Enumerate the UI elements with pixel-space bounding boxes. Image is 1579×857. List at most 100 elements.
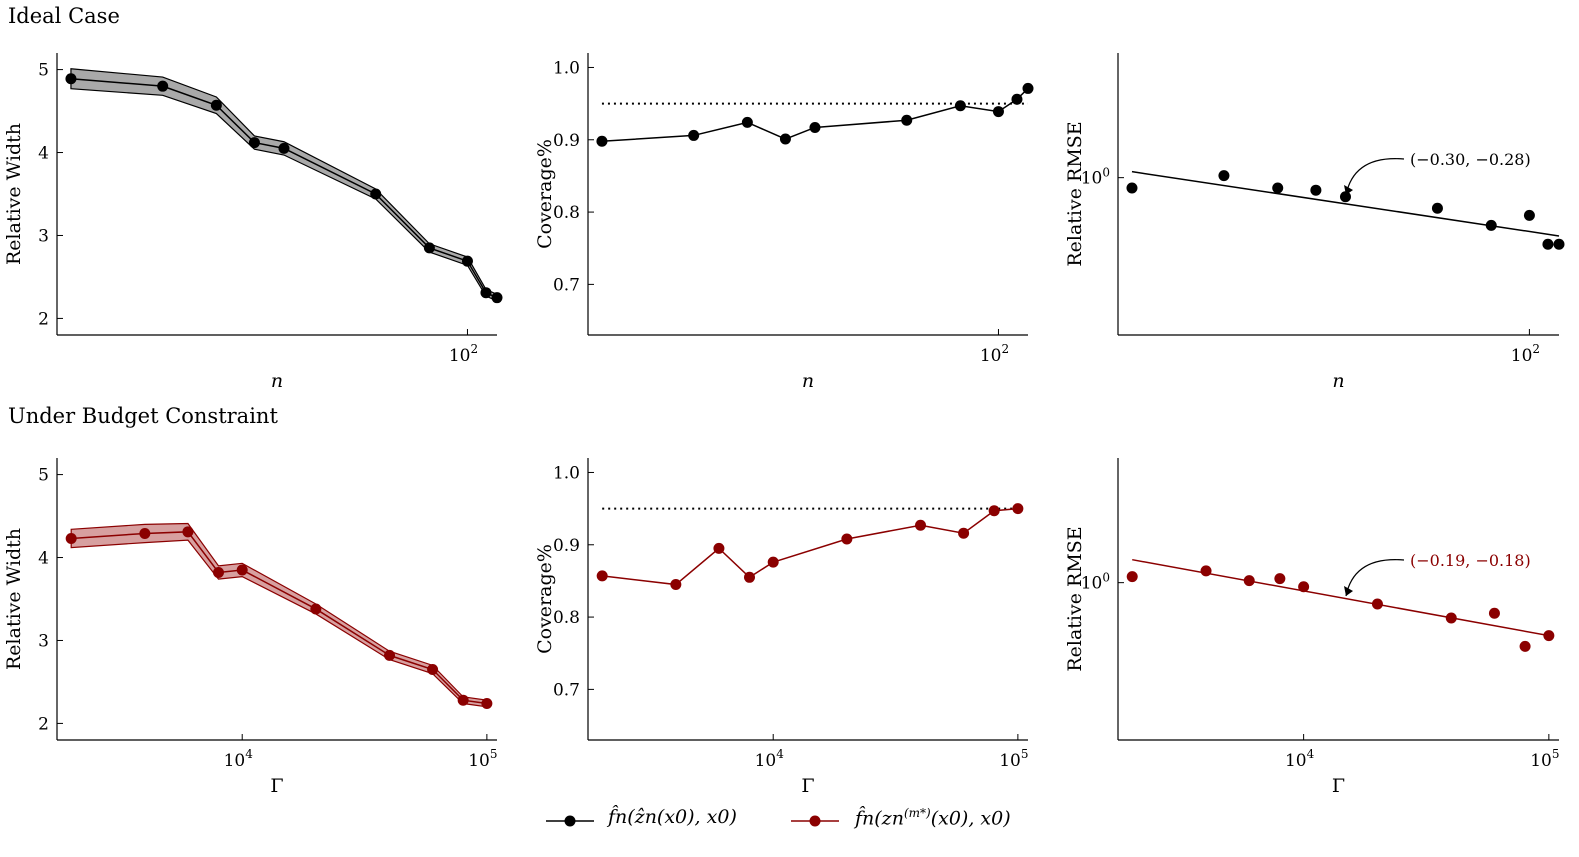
data-point (1274, 573, 1286, 585)
annotation-arrow (1345, 158, 1405, 196)
confidence-band (70, 68, 498, 302)
slope-annotation: (−0.30, −0.28) (1410, 150, 1531, 169)
y-tick-label: 1.0 (553, 463, 580, 483)
data-point (1523, 209, 1535, 221)
data-point (915, 519, 927, 531)
data-point (1012, 503, 1024, 515)
chart-bottom-coverage: 0.7 0.8 0.9 1.0 104 105 Γ Coverage% (534, 458, 1029, 797)
y-tick-label: 100 (1081, 166, 1110, 189)
data-point (670, 579, 682, 591)
x-tick-label: 102 (980, 342, 1009, 366)
data-point (427, 664, 439, 675)
chart-bottom-rmse: 100 104 105 Γ Relative RMSE (−0.19, −0.18) (1064, 458, 1559, 797)
legend-label-red: f̂n(zn(m*)(x0), x0) (855, 806, 1011, 830)
fit-line (1132, 558, 1549, 637)
data-point (1543, 630, 1555, 642)
data-point (157, 80, 169, 92)
data-point (1011, 93, 1023, 105)
series-line (71, 531, 487, 705)
series-line (601, 87, 1029, 142)
data-point (1542, 238, 1554, 250)
row-title-ideal-case: Ideal Case (8, 4, 120, 28)
data-point (743, 571, 755, 583)
series-line (602, 507, 1018, 586)
data-point (384, 649, 396, 661)
data-point (457, 694, 469, 706)
data-point (491, 292, 503, 304)
data-point (809, 121, 821, 133)
chart-top-width: 2 3 4 5 102 n Relative Width (3, 53, 503, 392)
x-tick-label: 104 (755, 747, 785, 771)
data-point (1488, 607, 1500, 619)
data-point (779, 133, 791, 145)
data-point (423, 242, 435, 254)
x-axis-label: Γ (1332, 775, 1345, 797)
data-point (1218, 170, 1230, 182)
data-point (767, 556, 779, 568)
data-point (688, 129, 700, 141)
data-point (248, 137, 260, 149)
y-axis-label: Relative RMSE (1064, 121, 1086, 266)
data-point (596, 570, 608, 582)
confidence-band (70, 522, 488, 708)
y-tick-label: 0.7 (553, 275, 580, 295)
data-point (1310, 184, 1322, 196)
x-tick-label: 105 (468, 747, 497, 771)
data-point (65, 532, 77, 544)
data-point (65, 73, 77, 85)
data-point (992, 106, 1004, 118)
data-point (741, 116, 753, 128)
legend-item-red: f̂n(zn(m*)(x0), x0) (783, 800, 1043, 844)
x-axis-label: n (271, 370, 283, 392)
y-tick-label: 0.9 (553, 131, 580, 151)
y-tick-label: 2 (38, 309, 49, 329)
annotation-arrowhead (1344, 185, 1353, 195)
x-tick-label: 105 (1530, 747, 1559, 771)
chart-top-rmse: 100 102 n Relative RMSE (−0.30, −0.28) (1064, 53, 1565, 392)
data-point (480, 287, 492, 299)
y-tick-label: 0.8 (553, 203, 580, 223)
y-tick-label: 1.0 (553, 58, 580, 78)
y-axis-label: Relative Width (3, 528, 25, 670)
data-point (713, 542, 725, 554)
y-tick-label: 4 (38, 549, 49, 569)
data-point (212, 566, 224, 578)
legend-marker-red (791, 815, 839, 827)
data-point (278, 142, 290, 154)
data-point (1272, 182, 1284, 194)
y-tick-label: 3 (38, 631, 49, 651)
data-point (1339, 191, 1351, 203)
x-tick-label: 102 (1511, 342, 1540, 366)
y-axis-label: Relative RMSE (1064, 526, 1086, 671)
data-point (1126, 182, 1138, 194)
x-axis-label: n (1332, 370, 1344, 392)
data-point (1126, 571, 1138, 583)
y-tick-label: 0.9 (553, 536, 580, 556)
y-axis-label: Relative Width (3, 123, 25, 265)
legend-label-black: f̂n(ẑn(x0), x0) (608, 806, 737, 828)
x-tick-label: 102 (449, 342, 478, 366)
x-axis-label: n (802, 370, 814, 392)
data-point (236, 564, 248, 576)
x-tick-label: 104 (224, 747, 254, 771)
y-tick-label: 0.8 (553, 608, 580, 628)
data-point (1431, 202, 1443, 214)
data-point (1519, 640, 1531, 652)
data-point (901, 114, 913, 126)
data-point (1243, 575, 1255, 587)
data-point (370, 188, 382, 200)
data-point (1022, 82, 1034, 94)
x-axis-label: Γ (801, 775, 814, 797)
y-tick-label: 4 (38, 144, 49, 164)
data-point (1553, 238, 1565, 250)
x-tick-label: 105 (999, 747, 1028, 771)
slope-annotation: (−0.19, −0.18) (1410, 551, 1531, 570)
y-tick-label: 5 (38, 61, 49, 81)
chart-bottom-width: 2 3 4 5 104 105 Γ Relative Width (3, 458, 498, 797)
y-tick-label: 0.7 (553, 680, 580, 700)
data-point (954, 100, 966, 112)
annotation-arrowhead (1344, 586, 1353, 596)
annotation-arrow (1345, 559, 1405, 597)
chart-top-coverage: 0.7 0.8 0.9 1.0 102 n Coverage% (534, 53, 1034, 392)
data-point (988, 505, 1000, 517)
